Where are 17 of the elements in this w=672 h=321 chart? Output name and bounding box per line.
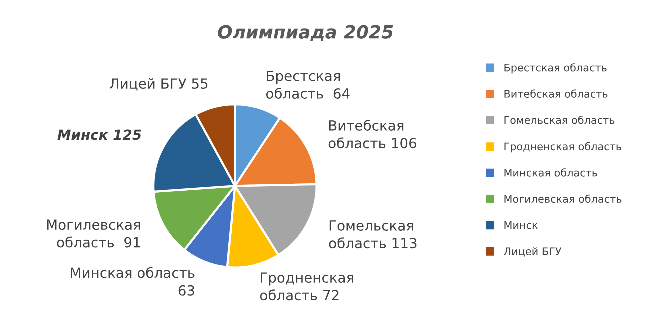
legend-label: Витебская область (504, 90, 608, 98)
legend-label: Минск (504, 222, 538, 230)
legend-label: Могилевская область (504, 194, 622, 204)
legend-label: Лицей БГУ (504, 247, 562, 257)
data-label: Брестская область 64 (266, 71, 350, 100)
legend-label: Гомельская область (504, 116, 615, 124)
data-label: Могилевская область 91 (47, 220, 140, 248)
legend-label: Брестская область (504, 63, 607, 74)
data-label: Лицей БГУ 55 (110, 78, 208, 91)
legend-label: Гродненская область (504, 142, 622, 153)
data-label: Гомельская область 113 (329, 220, 417, 249)
legend-label: Минская область (504, 168, 598, 177)
data-label: Витебская область 106 (328, 120, 417, 149)
data-label: Минская область 63 (71, 267, 195, 296)
data-label: Гродненская область 72 (260, 272, 354, 301)
data-label: Минск 125 (58, 130, 142, 140)
chart-title: Олимпиада 2025 (218, 25, 394, 42)
